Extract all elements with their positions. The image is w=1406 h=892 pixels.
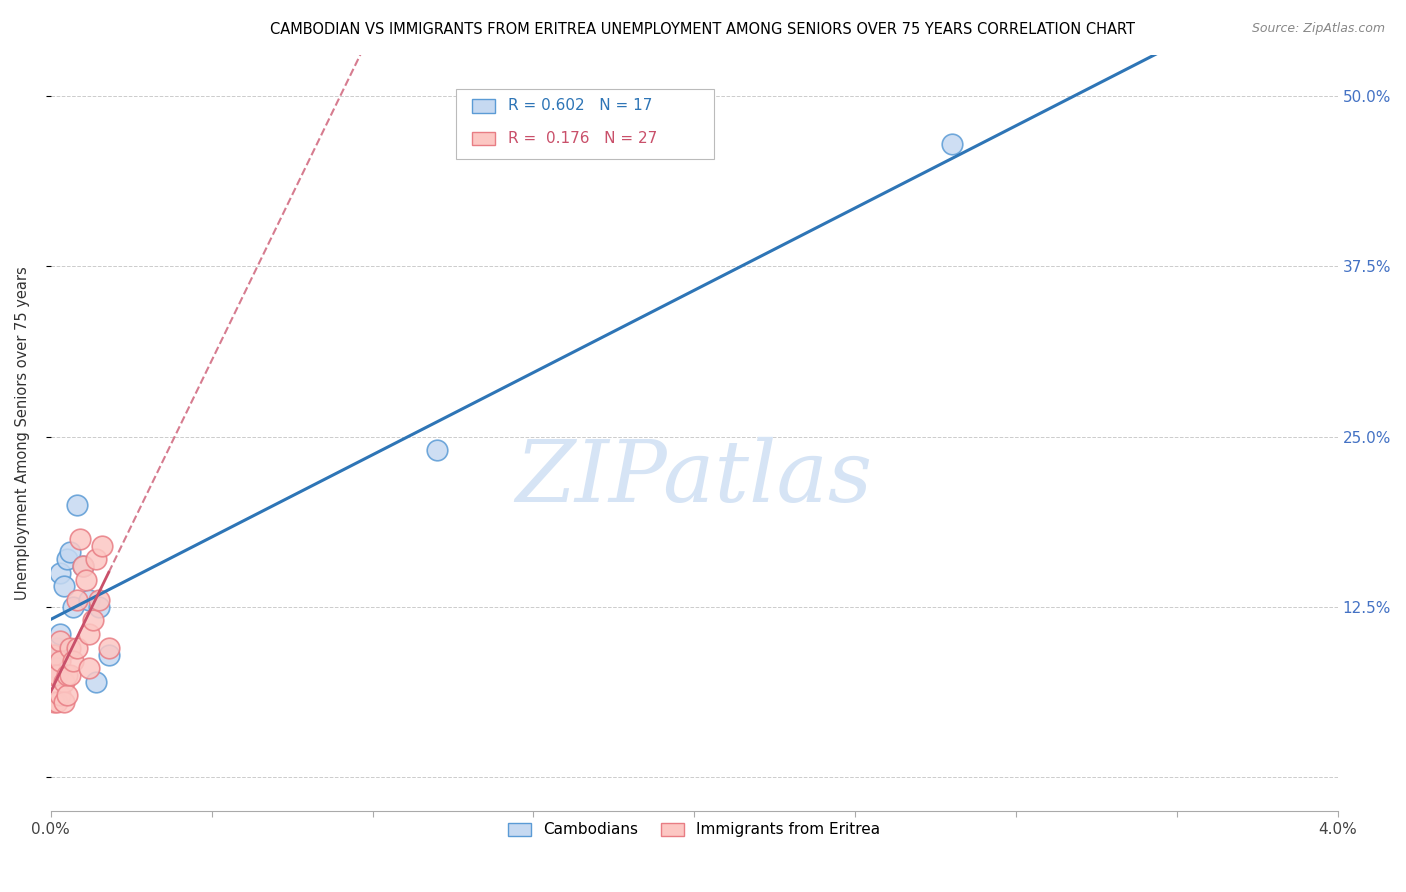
Text: R = 0.602   N = 17: R = 0.602 N = 17 (508, 98, 652, 113)
Point (46, 695, 69, 709)
Point (49, 634, 72, 648)
Point (82, 614, 104, 628)
Point (65, 593, 87, 607)
Point (79, 661, 101, 675)
FancyBboxPatch shape (456, 89, 713, 159)
Point (65, 640, 87, 655)
Point (84, 552, 107, 566)
Point (65, 498, 87, 512)
Bar (471, 131, 495, 145)
Bar (471, 99, 495, 112)
Point (79, 593, 101, 607)
Point (56, 552, 79, 566)
Point (87, 599, 110, 614)
Point (46, 640, 69, 655)
Point (84, 674, 107, 689)
Point (75, 573, 97, 587)
Point (87, 593, 110, 607)
Point (42, 648, 65, 662)
Legend: Cambodians, Immigrants from Eritrea: Cambodians, Immigrants from Eritrea (501, 815, 889, 845)
Point (97, 640, 120, 655)
Point (72, 559, 94, 574)
Point (56, 668, 79, 682)
Point (91, 539, 114, 553)
Text: Source: ZipAtlas.com: Source: ZipAtlas.com (1251, 22, 1385, 36)
Y-axis label: Unemployment Among Seniors over 75 years: Unemployment Among Seniors over 75 years (15, 267, 30, 600)
Point (426, 443, 449, 458)
Point (42, 668, 65, 682)
Point (46, 661, 69, 675)
Point (49, 627, 72, 641)
Point (52, 674, 75, 689)
Point (62, 654, 84, 668)
Point (52, 579, 75, 593)
Point (59, 640, 82, 655)
Point (97, 648, 120, 662)
Point (46, 668, 69, 682)
Point (69, 532, 91, 546)
Text: ZIPatlas: ZIPatlas (516, 437, 873, 520)
Point (49, 689, 72, 703)
Text: R =  0.176   N = 27: R = 0.176 N = 27 (508, 131, 657, 145)
Point (49, 566, 72, 580)
Point (62, 599, 84, 614)
Point (59, 545, 82, 559)
Point (42, 695, 65, 709)
Point (59, 668, 82, 682)
Point (56, 689, 79, 703)
Point (49, 654, 72, 668)
Point (72, 559, 94, 574)
Point (79, 627, 101, 641)
Point (941, 136, 963, 151)
Point (52, 695, 75, 709)
Text: CAMBODIAN VS IMMIGRANTS FROM ERITREA UNEMPLOYMENT AMONG SENIORS OVER 75 YEARS CO: CAMBODIAN VS IMMIGRANTS FROM ERITREA UNE… (270, 22, 1136, 37)
Point (42, 648, 65, 662)
